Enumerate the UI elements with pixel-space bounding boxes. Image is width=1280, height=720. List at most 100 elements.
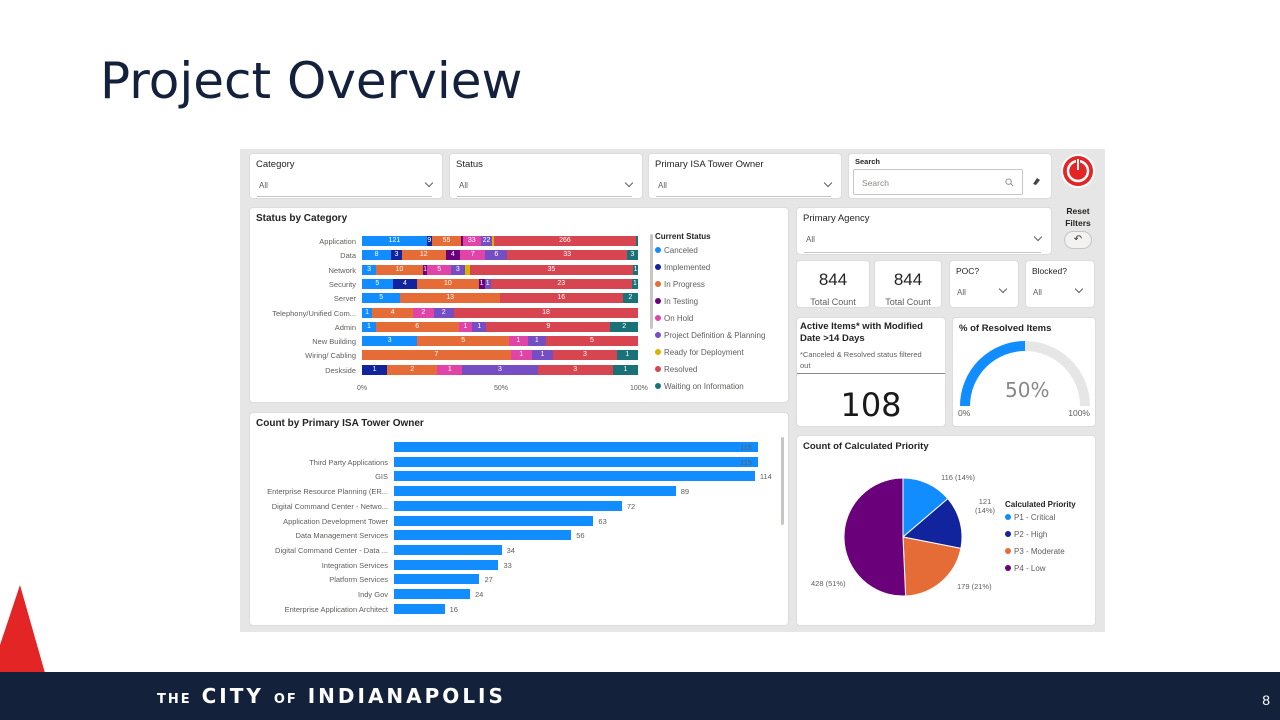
- pie-legend-item[interactable]: P4 - Low: [1005, 564, 1046, 573]
- bar-segment[interactable]: 6: [485, 250, 508, 261]
- bar-segment[interactable]: 35: [469, 264, 634, 275]
- bar-segment[interactable]: 1: [631, 278, 638, 289]
- bar-segment[interactable]: 4: [445, 250, 461, 261]
- search-icon[interactable]: [1005, 178, 1014, 187]
- bar-segment[interactable]: 33: [507, 250, 628, 261]
- bar-segment[interactable]: 5: [417, 336, 510, 347]
- legend-item[interactable]: On Hold: [655, 314, 693, 323]
- chevron-down-icon[interactable]: [624, 178, 634, 188]
- pie-legend-item[interactable]: P1 - Critical: [1005, 513, 1055, 522]
- owner-bar[interactable]: [394, 442, 758, 452]
- chart-scrollbar[interactable]: [781, 437, 784, 525]
- owner-bar[interactable]: [394, 500, 622, 511]
- stacked-bar-row[interactable]: 1 4 2 2 18: [362, 307, 638, 318]
- bar-segment[interactable]: 1: [612, 364, 638, 375]
- bar-segment[interactable]: 6: [375, 321, 459, 332]
- bar-segment[interactable]: 1: [362, 307, 373, 318]
- owner-bar[interactable]: [394, 530, 572, 541]
- owner-bar[interactable]: [394, 589, 470, 599]
- bar-segment[interactable]: 5: [427, 264, 451, 275]
- bar-segment[interactable]: 12: [401, 250, 446, 261]
- bar-segment[interactable]: 3: [362, 264, 377, 275]
- bar-segment[interactable]: 3: [537, 364, 613, 375]
- bar-segment[interactable]: 1: [458, 321, 473, 332]
- legend-item[interactable]: Ready for Deployment: [655, 348, 744, 357]
- pie-slice[interactable]: [901, 497, 963, 549]
- bar-segment[interactable]: 5: [545, 336, 638, 347]
- bar-segment[interactable]: 4: [392, 278, 418, 289]
- bar-segment[interactable]: 7: [460, 250, 486, 261]
- bar-segment[interactable]: 3: [462, 364, 538, 375]
- bar-segment[interactable]: 121: [362, 236, 427, 246]
- bar-segment[interactable]: 7: [362, 350, 511, 361]
- bar-segment[interactable]: 16: [499, 293, 623, 304]
- owner-bar[interactable]: [394, 574, 480, 585]
- stacked-bar-row[interactable]: 8 3 12 4 7 6 33 3: [362, 250, 638, 261]
- bar-segment[interactable]: 5: [362, 293, 401, 304]
- bar-segment[interactable]: 10: [417, 278, 479, 289]
- chevron-down-icon[interactable]: [424, 178, 434, 188]
- owner-bar[interactable]: [394, 559, 499, 570]
- pie-slice[interactable]: [843, 477, 907, 597]
- owner-slicer[interactable]: Primary ISA Tower Owner All: [648, 153, 842, 199]
- bar-segment[interactable]: 1: [510, 350, 532, 361]
- bar-segment[interactable]: 33: [462, 236, 481, 246]
- bar-segment[interactable]: 2: [413, 307, 434, 318]
- power-button-icon[interactable]: [1060, 153, 1096, 189]
- stacked-bar-row[interactable]: 5 13 16 2: [362, 293, 638, 304]
- bar-segment[interactable]: 8: [362, 250, 392, 261]
- bar-segment[interactable]: 2: [433, 307, 454, 318]
- bar-segment[interactable]: 1: [478, 278, 485, 289]
- bar-segment[interactable]: 3: [362, 336, 418, 347]
- bar-segment[interactable]: 9: [426, 236, 432, 246]
- bar-segment[interactable]: 55: [431, 236, 462, 246]
- bar-segment[interactable]: 5: [362, 278, 393, 289]
- legend-item[interactable]: Waiting on Information: [655, 382, 744, 391]
- legend-item[interactable]: Canceled: [655, 246, 698, 255]
- owner-bar[interactable]: [394, 603, 445, 614]
- bar-segment[interactable]: 10: [376, 264, 423, 275]
- bar-segment[interactable]: 2: [610, 321, 638, 332]
- legend-item[interactable]: In Testing: [655, 297, 698, 306]
- bar-segment[interactable]: 13: [400, 293, 500, 304]
- bar-segment[interactable]: 22: [480, 236, 493, 246]
- bar-segment[interactable]: 1: [362, 364, 388, 375]
- bar-segment[interactable]: 266: [493, 236, 637, 246]
- bar-segment[interactable]: [464, 264, 470, 275]
- bar-segment[interactable]: [636, 236, 638, 246]
- owner-bar[interactable]: [394, 471, 755, 482]
- pie-slice[interactable]: [902, 536, 962, 597]
- bar-segment[interactable]: 3: [391, 250, 402, 261]
- bar-segment[interactable]: 1: [531, 350, 554, 361]
- bar-segment[interactable]: 3: [450, 264, 465, 275]
- bar-segment[interactable]: 23: [490, 278, 632, 289]
- status-slicer[interactable]: Status All: [449, 153, 643, 199]
- poc-slicer[interactable]: POC? All: [949, 260, 1019, 308]
- eraser-icon[interactable]: [1031, 176, 1041, 186]
- bar-segment[interactable]: 9: [486, 321, 611, 332]
- pie-legend-item[interactable]: P2 - High: [1005, 530, 1047, 539]
- bar-segment[interactable]: [461, 236, 463, 246]
- bar-segment[interactable]: 1: [527, 336, 546, 347]
- bar-segment[interactable]: 1: [472, 321, 487, 332]
- agency-slicer[interactable]: Primary Agency All: [796, 207, 1052, 255]
- bar-segment[interactable]: 2: [622, 293, 638, 304]
- chevron-down-icon[interactable]: [1074, 284, 1084, 294]
- legend-item[interactable]: Implemented: [655, 263, 710, 272]
- reset-filters-button[interactable]: ↶: [1064, 231, 1092, 249]
- owner-bar[interactable]: [394, 544, 502, 555]
- bar-segment[interactable]: 1: [422, 264, 428, 275]
- bar-segment[interactable]: 3: [627, 250, 638, 261]
- bar-segment[interactable]: 1: [437, 364, 463, 375]
- owner-bar[interactable]: [394, 515, 594, 526]
- bar-segment[interactable]: 1: [484, 278, 491, 289]
- owner-bar[interactable]: [394, 486, 676, 497]
- legend-item[interactable]: In Progress: [655, 280, 705, 289]
- legend-item[interactable]: Project Definition & Planning: [655, 331, 765, 340]
- stacked-bar-row[interactable]: 3 10 1 5 3 35 1: [362, 264, 638, 275]
- legend-scrollbar[interactable]: [650, 234, 653, 329]
